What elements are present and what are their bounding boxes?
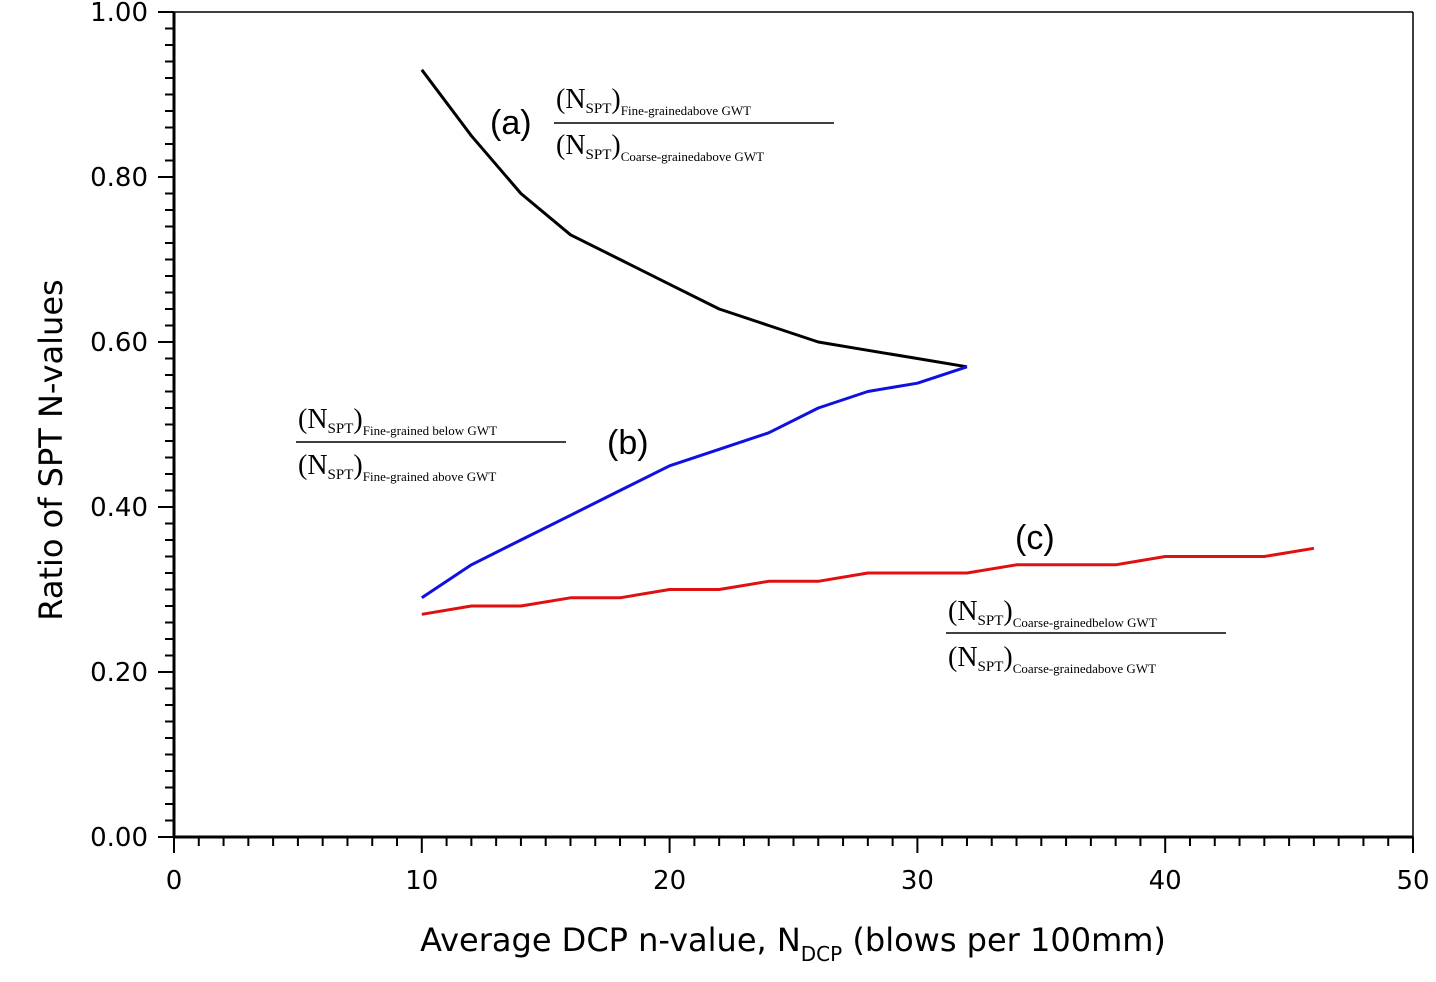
ratio-c-num-close: )	[1003, 596, 1012, 627]
ratio-b-num-sub: SPT	[328, 421, 354, 437]
ratio-a-num-sub: SPT	[586, 101, 612, 117]
ratio-a-num-n: (N	[556, 84, 586, 115]
ratio-b-num-n: (N	[298, 404, 328, 435]
y-tick-label: 0.80	[90, 163, 148, 193]
ratio-c-num-subsub: Coarse-grainedbelow GWT	[1013, 615, 1157, 630]
x-axis: 0 10 20 30 40 50	[166, 837, 1430, 896]
x-tick-label: 20	[653, 866, 686, 896]
svg-text:(NSPT)Coarse-grainedabove GWT: (NSPT)Coarse-grainedabove GWT	[948, 642, 1156, 676]
series-a-ratio: (NSPT)Fine-grainedabove GWT (NSPT)Coarse…	[554, 84, 834, 164]
svg-text:(NSPT)Coarse-grainedabove GWT: (NSPT)Coarse-grainedabove GWT	[556, 130, 764, 164]
ratio-a-num-subsub: Fine-grainedabove GWT	[621, 103, 751, 118]
series-c-label: (c)	[1015, 519, 1055, 557]
x-axis-title-main: Average DCP n-value, N	[420, 921, 801, 959]
ratio-c-den-subsub: Coarse-grainedabove GWT	[1013, 661, 1156, 676]
ratio-b-den-sub: SPT	[328, 467, 354, 483]
ratio-c-den-close: )	[1003, 642, 1012, 673]
y-tick-label: 0.20	[90, 658, 148, 688]
svg-text:(NSPT)Coarse-grainedbelow GWT: (NSPT)Coarse-grainedbelow GWT	[948, 596, 1157, 630]
ratio-a-num-close: )	[611, 84, 620, 115]
ratio-a-den-subsub: Coarse-grainedabove GWT	[621, 149, 764, 164]
x-tick-label: 0	[166, 866, 183, 896]
x-tick-label: 30	[901, 866, 934, 896]
series-a-label: (a)	[490, 104, 532, 142]
ratio-c-den-sub: SPT	[978, 659, 1004, 675]
svg-text:(NSPT)Fine-grained below GWT: (NSPT)Fine-grained below GWT	[298, 404, 497, 438]
series-lines	[420, 68, 1315, 616]
x-axis-title-tail: (blows per 100mm)	[842, 921, 1166, 959]
svg-text:(NSPT)Fine-grained above GWT: (NSPT)Fine-grained above GWT	[298, 450, 496, 484]
series-b-label: (b)	[607, 424, 649, 462]
series-a-line	[420, 68, 968, 369]
x-axis-title-sub: DCP	[801, 942, 842, 966]
ratio-b-num-subsub: Fine-grained below GWT	[363, 423, 497, 438]
y-tick-label: 0.00	[90, 823, 148, 853]
x-tick-label: 40	[1149, 866, 1182, 896]
y-axis: 0.00 0.20 0.40 0.60 0.80 1.00	[90, 0, 174, 853]
y-tick-label: 1.00	[90, 0, 148, 28]
y-tick-label: 0.60	[90, 328, 148, 358]
ratio-b-den-close: )	[353, 450, 362, 481]
y-axis-title: Ratio of SPT N-values	[32, 279, 70, 620]
ratio-a-den-sub: SPT	[586, 147, 612, 163]
ratio-a-den-n: (N	[556, 130, 586, 161]
ratio-b-num-close: )	[353, 404, 362, 435]
ratio-c-num-n: (N	[948, 596, 978, 627]
ratio-b-den-n: (N	[298, 450, 328, 481]
y-tick-label: 0.40	[90, 493, 148, 523]
series-b-ratio: (NSPT)Fine-grained below GWT (NSPT)Fine-…	[296, 404, 566, 484]
ratio-c-den-n: (N	[948, 642, 978, 673]
ratio-c-num-sub: SPT	[978, 613, 1004, 629]
ratio-b-den-subsub: Fine-grained above GWT	[363, 469, 497, 484]
svg-text:(NSPT)Fine-grainedabove GWT: (NSPT)Fine-grainedabove GWT	[556, 84, 751, 118]
x-tick-label: 50	[1396, 866, 1429, 896]
ratio-a-den-close: )	[611, 130, 620, 161]
series-c-ratio: (NSPT)Coarse-grainedbelow GWT (NSPT)Coar…	[946, 596, 1226, 676]
series-c-line	[421, 546, 1315, 616]
x-axis-title: Average DCP n-value, NDCP (blows per 100…	[420, 921, 1166, 966]
series-b-line	[420, 365, 968, 600]
x-tick-label: 10	[405, 866, 438, 896]
